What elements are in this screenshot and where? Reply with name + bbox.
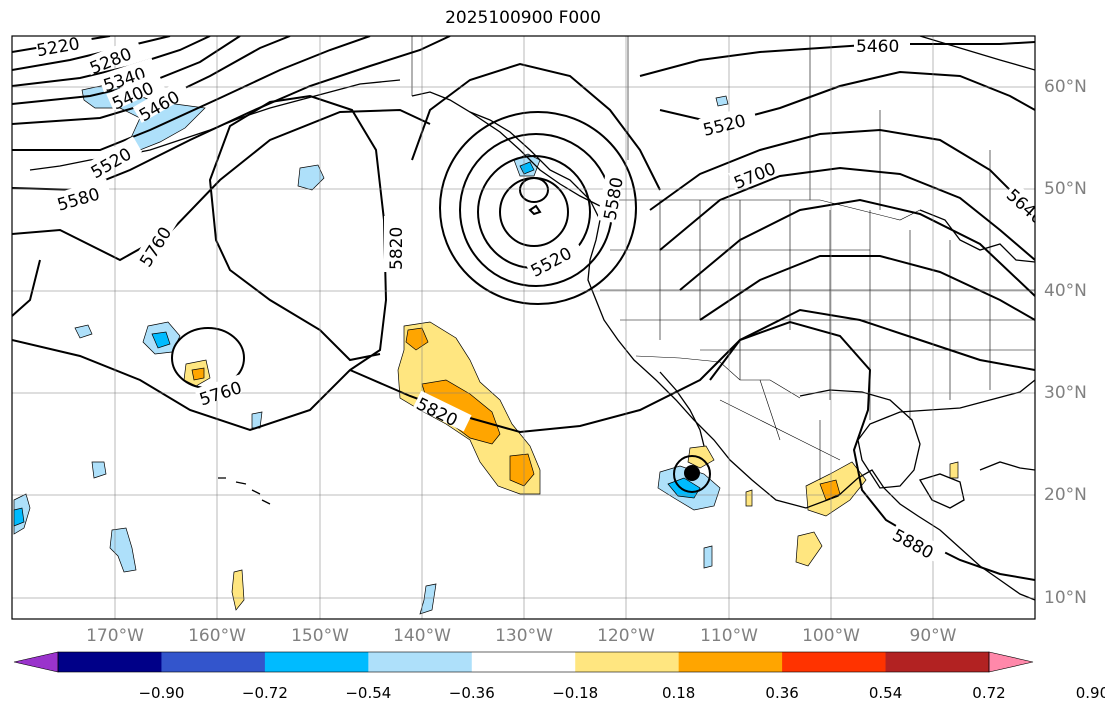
lat-label: 10°N xyxy=(1044,588,1087,608)
fill-neg-region xyxy=(13,507,25,527)
map-frame xyxy=(11,35,1036,620)
contour-5760-west xyxy=(12,108,431,262)
fill-pos-region xyxy=(949,461,959,479)
colorbar-tick-label: 0.54 xyxy=(868,684,903,702)
fill-neg-region xyxy=(715,95,729,107)
lat-label: 50°N xyxy=(1044,179,1087,199)
fill-neg-region xyxy=(151,331,171,349)
small-low-mark xyxy=(528,204,542,216)
colorbar-segment xyxy=(161,652,266,672)
lat-label: 40°N xyxy=(1044,281,1087,301)
lon-label: 140°W xyxy=(393,626,451,646)
contour-5460-east xyxy=(639,41,1035,77)
colorbar-segments xyxy=(58,652,990,672)
colorbar-tick-label: −0.18 xyxy=(552,684,599,702)
fill-pos-region xyxy=(231,569,245,611)
contour-5280 xyxy=(12,36,171,71)
colorbar-tick-label: −0.54 xyxy=(345,684,392,702)
graticule xyxy=(12,36,1035,619)
fill-pos-region xyxy=(795,531,823,567)
map-title: 2025100900 F000 xyxy=(445,8,601,28)
contour-low-3 xyxy=(476,155,592,269)
map-background xyxy=(12,36,1035,619)
colorbar-tick-label: 0.18 xyxy=(661,684,696,702)
mexico-states xyxy=(719,379,841,480)
province-lines xyxy=(627,36,991,250)
lon-label: 170°W xyxy=(86,626,144,646)
contour-5760-east xyxy=(679,198,1035,297)
colorbar xyxy=(13,651,1034,673)
colorbar-tick-label: 0.36 xyxy=(765,684,799,702)
contour-5820-west xyxy=(12,94,388,432)
hudson-coastline xyxy=(919,36,1035,71)
contour-5880 xyxy=(709,320,1035,581)
contour-low-2 xyxy=(498,177,570,247)
fill-neg-region xyxy=(703,545,713,569)
colorbar-segment xyxy=(782,652,887,672)
colorbar-tick-label: 0.90 xyxy=(1075,684,1105,702)
colorbar-tick-label: −0.72 xyxy=(241,684,288,702)
contour-west-rise xyxy=(12,259,41,317)
colorbar-segment xyxy=(368,652,473,672)
north-america-coastline xyxy=(411,91,1035,601)
fill-pos-region xyxy=(745,489,753,507)
fill-neg-region xyxy=(109,527,137,573)
us-mexico-border xyxy=(635,355,801,399)
lon-label: 100°W xyxy=(802,626,860,646)
fill-pos-region xyxy=(191,367,205,381)
tropical-low-marker xyxy=(684,465,700,481)
colorbar-segment xyxy=(678,652,783,672)
lon-label: 90°W xyxy=(909,626,957,646)
contour-low-6 xyxy=(411,62,661,191)
tropical-ring xyxy=(672,455,712,493)
colorbar-frame xyxy=(57,651,990,673)
fill-neg-region xyxy=(519,161,535,175)
colorbar-segment xyxy=(58,652,162,672)
borders xyxy=(411,36,1035,480)
fill-neg-region xyxy=(251,411,263,429)
great-lakes xyxy=(919,209,1035,263)
colorbar-extend-high xyxy=(988,651,1034,673)
colorbar-segment xyxy=(575,652,680,672)
lat-label: 20°N xyxy=(1044,485,1087,505)
colorbar-tick-label: −0.90 xyxy=(138,684,185,702)
contour-5760-ring xyxy=(170,327,246,389)
alaska-panhandle xyxy=(469,111,601,207)
yucatan-coastline xyxy=(919,473,965,509)
lon-label: 110°W xyxy=(700,626,758,646)
contour-5520-west xyxy=(12,36,371,151)
us-canada-border xyxy=(411,36,921,221)
colorbar-tick-label: 0.72 xyxy=(972,684,1006,702)
colorbar-segment xyxy=(471,652,576,672)
fill-neg-region xyxy=(297,164,325,191)
colorbar-extend-low xyxy=(13,651,59,673)
contour-label: 5820 xyxy=(387,227,407,270)
baja-coastline xyxy=(659,371,705,447)
colorbar-tick-label: −0.36 xyxy=(448,684,495,702)
contour-5820-east xyxy=(699,255,1035,321)
gulf-coastline xyxy=(799,379,1035,489)
lon-label: 160°W xyxy=(188,626,246,646)
lat-label: 30°N xyxy=(1044,383,1087,403)
fill-neg-region xyxy=(91,461,107,479)
hawaii-islands xyxy=(218,477,271,505)
lat-label: 60°N xyxy=(1044,77,1087,97)
contour-5700-east xyxy=(659,166,1035,261)
contour-low-1 xyxy=(518,177,550,203)
lon-label: 150°W xyxy=(291,626,349,646)
state-lines xyxy=(600,200,1035,420)
fill-neg-region xyxy=(74,324,93,339)
contour-low-5 xyxy=(438,111,638,305)
cuba-coastline xyxy=(979,461,1035,471)
fill-pos-region xyxy=(509,453,535,487)
colorbar-segment xyxy=(885,652,990,672)
lon-label: 130°W xyxy=(495,626,553,646)
contour-label: 5460 xyxy=(856,37,899,57)
lon-label: 120°W xyxy=(597,626,655,646)
colorbar-segment xyxy=(264,652,369,672)
